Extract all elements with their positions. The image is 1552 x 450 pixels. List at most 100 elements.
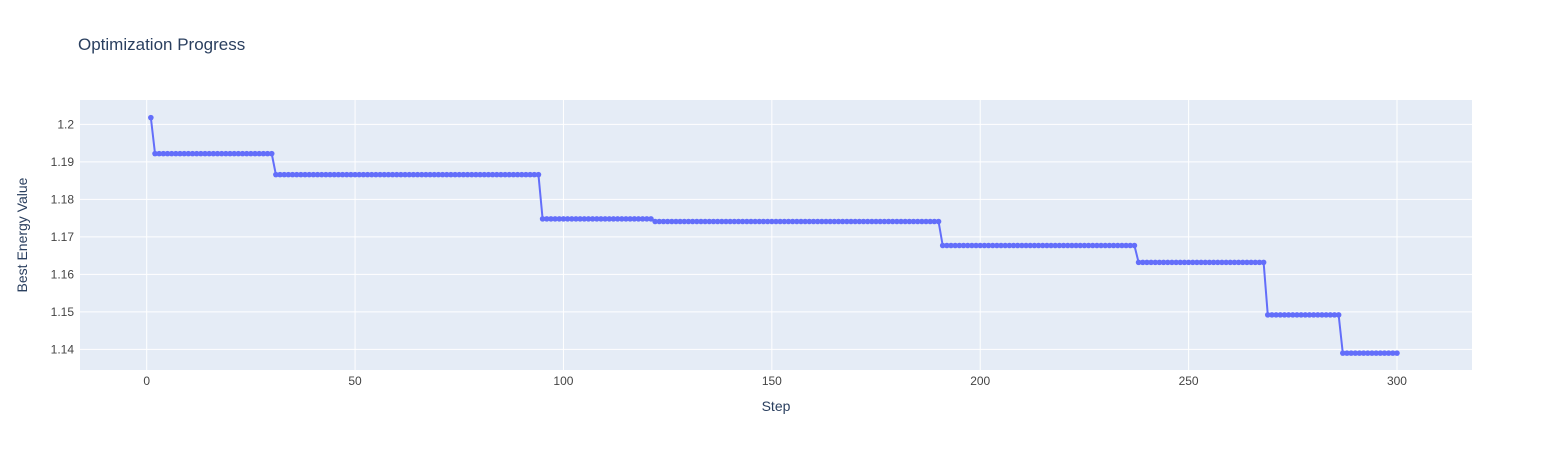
- data-point[interactable]: [214, 150, 221, 157]
- data-point[interactable]: [1098, 242, 1104, 249]
- data-point[interactable]: [902, 218, 908, 225]
- data-point[interactable]: [418, 171, 425, 178]
- data-point[interactable]: [243, 150, 250, 157]
- data-point[interactable]: [1035, 242, 1042, 249]
- data-point[interactable]: [1289, 312, 1296, 318]
- data-point[interactable]: [969, 242, 975, 249]
- data-point[interactable]: [489, 171, 496, 178]
- data-point[interactable]: [939, 242, 946, 249]
- data-point[interactable]: [1373, 350, 1379, 356]
- data-point[interactable]: [652, 218, 658, 225]
- data-point[interactable]: [235, 150, 242, 157]
- data-point[interactable]: [1123, 242, 1129, 249]
- data-point[interactable]: [452, 171, 458, 178]
- data-point[interactable]: [285, 171, 292, 178]
- data-point[interactable]: [1252, 259, 1259, 266]
- data-point[interactable]: [1256, 259, 1263, 266]
- data-point[interactable]: [1027, 242, 1034, 249]
- data-point[interactable]: [823, 218, 829, 225]
- data-point[interactable]: [619, 216, 625, 222]
- data-point[interactable]: [339, 171, 346, 178]
- data-point[interactable]: [556, 216, 563, 222]
- data-point[interactable]: [1089, 242, 1096, 249]
- data-point[interactable]: [223, 150, 229, 157]
- data-point[interactable]: [610, 216, 617, 222]
- data-point[interactable]: [931, 218, 938, 225]
- data-point[interactable]: [189, 150, 196, 157]
- data-point[interactable]: [1173, 259, 1179, 266]
- data-point[interactable]: [1094, 242, 1100, 249]
- data-point[interactable]: [914, 218, 921, 225]
- data-point[interactable]: [1135, 259, 1142, 266]
- data-point[interactable]: [481, 171, 488, 178]
- data-point[interactable]: [773, 218, 779, 225]
- data-point[interactable]: [881, 218, 888, 225]
- data-point[interactable]: [1298, 312, 1304, 318]
- data-point[interactable]: [748, 218, 754, 225]
- data-point[interactable]: [314, 171, 321, 178]
- data-point[interactable]: [1119, 242, 1125, 249]
- data-point[interactable]: [323, 171, 329, 178]
- data-point[interactable]: [1185, 259, 1192, 266]
- data-point[interactable]: [352, 171, 358, 178]
- data-point[interactable]: [1039, 242, 1046, 249]
- data-point[interactable]: [1014, 242, 1021, 249]
- data-point[interactable]: [685, 218, 692, 225]
- data-point[interactable]: [739, 218, 746, 225]
- data-point[interactable]: [1365, 350, 1371, 356]
- data-point[interactable]: [302, 171, 308, 178]
- data-point[interactable]: [1319, 312, 1325, 318]
- data-point[interactable]: [723, 218, 729, 225]
- data-point[interactable]: [1127, 242, 1134, 249]
- data-point[interactable]: [148, 114, 154, 121]
- data-point[interactable]: [606, 216, 613, 222]
- data-point[interactable]: [335, 171, 342, 178]
- data-point[interactable]: [677, 218, 683, 225]
- data-point[interactable]: [156, 150, 162, 157]
- data-point[interactable]: [281, 171, 288, 178]
- data-point[interactable]: [898, 218, 904, 225]
- data-point[interactable]: [810, 218, 817, 225]
- data-point[interactable]: [885, 218, 892, 225]
- data-point[interactable]: [614, 216, 621, 222]
- data-point[interactable]: [927, 218, 933, 225]
- data-point[interactable]: [735, 218, 742, 225]
- data-point[interactable]: [1340, 350, 1346, 356]
- data-point[interactable]: [702, 218, 708, 225]
- data-point[interactable]: [1331, 312, 1338, 318]
- data-point[interactable]: [752, 218, 758, 225]
- data-point[interactable]: [360, 171, 367, 178]
- data-point[interactable]: [1206, 259, 1213, 266]
- data-point[interactable]: [1081, 242, 1088, 249]
- data-point[interactable]: [239, 150, 246, 157]
- data-point[interactable]: [406, 171, 413, 178]
- data-point[interactable]: [277, 171, 283, 178]
- data-point[interactable]: [1006, 242, 1013, 249]
- data-point[interactable]: [464, 171, 471, 178]
- data-point[interactable]: [210, 150, 217, 157]
- data-point[interactable]: [1144, 259, 1150, 266]
- data-point[interactable]: [1152, 259, 1159, 266]
- data-point[interactable]: [1344, 350, 1350, 356]
- data-point[interactable]: [402, 171, 408, 178]
- data-point[interactable]: [935, 218, 942, 225]
- data-point[interactable]: [381, 171, 388, 178]
- data-point[interactable]: [1160, 259, 1167, 266]
- data-point[interactable]: [639, 216, 646, 222]
- data-point[interactable]: [744, 218, 750, 225]
- data-point[interactable]: [1360, 350, 1367, 356]
- data-point[interactable]: [160, 150, 167, 157]
- data-point[interactable]: [827, 218, 833, 225]
- data-point[interactable]: [1131, 242, 1138, 249]
- data-point[interactable]: [1002, 242, 1009, 249]
- data-point[interactable]: [1264, 312, 1271, 318]
- data-point[interactable]: [1269, 312, 1275, 318]
- data-point[interactable]: [539, 216, 546, 222]
- data-point[interactable]: [756, 218, 763, 225]
- data-point[interactable]: [1394, 350, 1400, 356]
- data-point[interactable]: [785, 218, 792, 225]
- data-point[interactable]: [781, 218, 788, 225]
- data-point[interactable]: [493, 171, 500, 178]
- data-point[interactable]: [1031, 242, 1038, 249]
- data-point[interactable]: [1231, 259, 1238, 266]
